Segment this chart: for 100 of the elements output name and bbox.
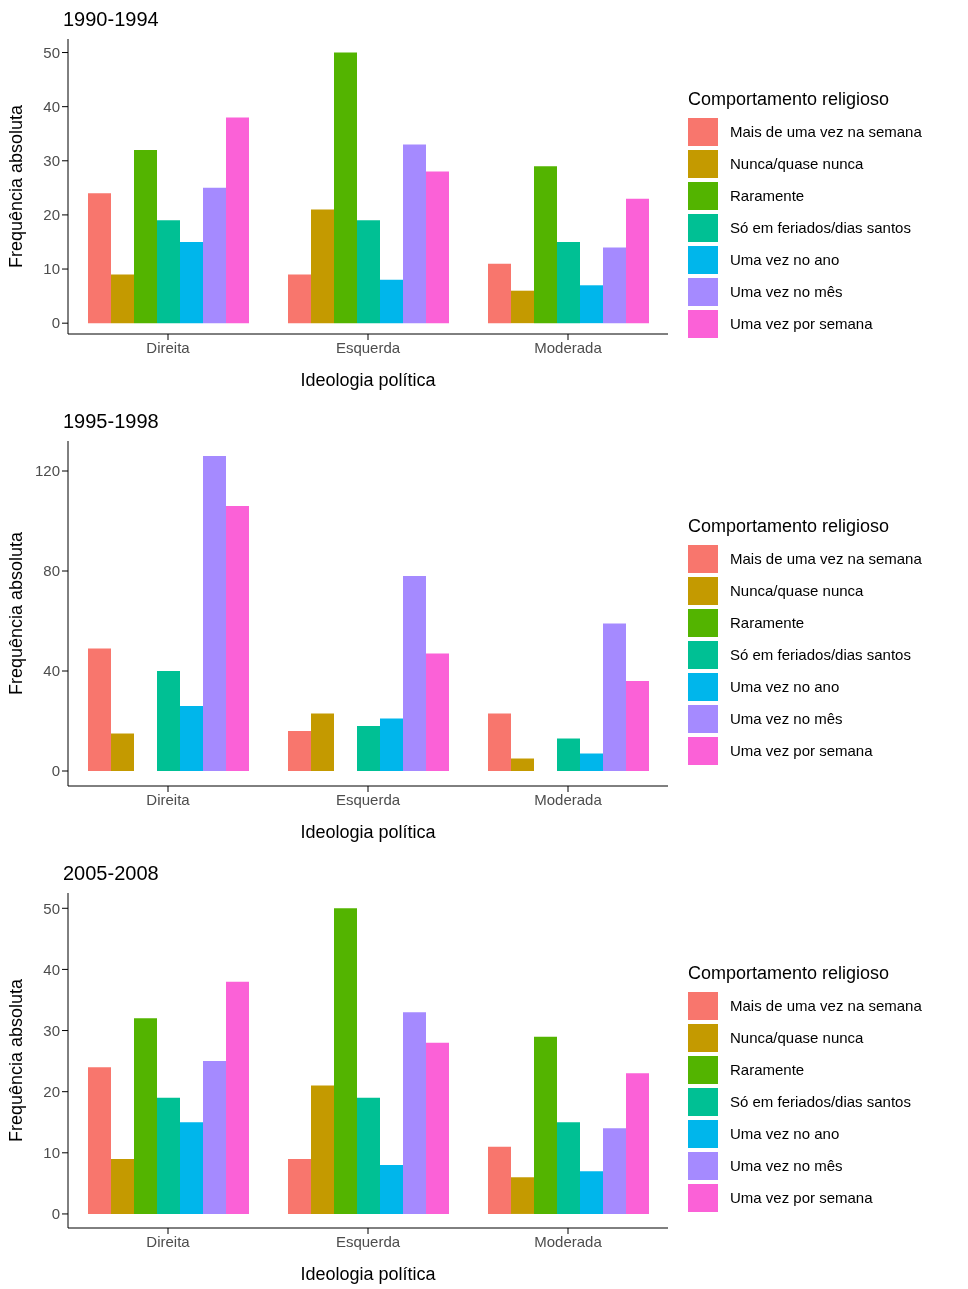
legend-label: Raramente (730, 187, 805, 204)
x-tick-label: Moderada (534, 1232, 603, 1250)
bar (111, 733, 134, 771)
bar (380, 279, 403, 324)
y-axis-title: Frequência absoluta (6, 530, 27, 696)
x-tick-label: Esquerda (335, 338, 401, 356)
bar (157, 1097, 180, 1214)
bar (626, 681, 649, 771)
bar (426, 1042, 449, 1214)
y-tick-label: 0 (51, 1205, 60, 1223)
bar (111, 1158, 134, 1214)
y-tick-label: 30 (43, 152, 60, 170)
y-tick-label: 40 (43, 97, 60, 115)
bar (357, 726, 380, 771)
bar (226, 117, 249, 324)
y-tick-label: 20 (43, 1083, 60, 1100)
bar (511, 758, 534, 771)
bar (334, 52, 357, 324)
bar (603, 623, 626, 771)
bar (226, 506, 249, 771)
bar (180, 241, 203, 324)
legend-title: Comportamento religioso (688, 515, 891, 537)
bar (288, 731, 311, 771)
x-tick-label: Esquerda (335, 1232, 401, 1250)
y-tick-label: 80 (43, 562, 60, 580)
bar (488, 713, 511, 771)
bar (557, 738, 580, 771)
chart-title: 1995-1998 (62, 410, 160, 434)
bar (380, 718, 403, 771)
chart-title: 1990-1994 (62, 8, 160, 32)
x-axis-title: Ideologia política (300, 822, 437, 842)
x-tick-label: Esquerda (335, 790, 401, 808)
legend-label: Nunca/quase nunca (730, 1029, 864, 1046)
bar (426, 171, 449, 324)
legend-label: Mais de uma vez na semana (730, 550, 922, 567)
bar (334, 908, 357, 1214)
bar (88, 648, 111, 771)
legend-label: Uma vez por semana (730, 1189, 873, 1206)
bar (226, 981, 249, 1214)
chart-title: 2005-2008 (62, 862, 160, 886)
legend-label: Só em feriados/dias santos (730, 1093, 911, 1110)
bar (534, 1036, 557, 1214)
y-tick-label: 50 (43, 43, 60, 61)
bar (580, 753, 603, 771)
y-tick-label: 50 (43, 899, 60, 917)
legend-label: Mais de uma vez na semana (730, 123, 922, 140)
legend-label: Só em feriados/dias santos (730, 219, 911, 236)
bar (288, 1158, 311, 1214)
x-tick-label: Moderada (534, 790, 603, 808)
legend-label: Uma vez no ano (730, 1125, 840, 1142)
x-tick-label: Direita (146, 790, 191, 808)
x-tick-label: Moderada (534, 338, 603, 356)
y-tick-label: 40 (43, 960, 60, 978)
bar (403, 1012, 426, 1214)
legend-label: Só em feriados/dias santos (730, 646, 911, 663)
bar (488, 263, 511, 324)
y-tick-label: 10 (43, 260, 60, 278)
legend-label: Uma vez por semana (730, 742, 873, 759)
bar (626, 198, 649, 324)
bar (511, 1177, 534, 1214)
legend-label: Uma vez no mês (730, 283, 843, 300)
bar (111, 274, 134, 324)
bar (580, 285, 603, 324)
bar (311, 1085, 334, 1214)
bar (580, 1171, 603, 1214)
bar (180, 1122, 203, 1214)
bar (203, 1061, 226, 1214)
x-tick-label: Direita (146, 338, 191, 356)
bar (380, 1165, 403, 1214)
bar (511, 290, 534, 324)
legend-label: Uma vez no mês (730, 1157, 843, 1174)
legend-label: Nunca/quase nunca (730, 582, 864, 599)
x-axis-title: Ideologia política (300, 370, 437, 390)
bar (203, 456, 226, 771)
bar (488, 1146, 511, 1214)
y-tick-label: 0 (51, 314, 60, 332)
legend-label: Uma vez no ano (730, 678, 840, 695)
bar (403, 144, 426, 324)
legend-label: Uma vez por semana (730, 315, 873, 332)
bar (180, 706, 203, 771)
y-axis-title: Frequência absoluta (6, 977, 27, 1143)
bar (288, 274, 311, 324)
bar (134, 149, 157, 324)
y-tick-label: 20 (43, 206, 60, 224)
legend-label: Raramente (730, 614, 805, 631)
bar (534, 166, 557, 324)
bar (357, 1097, 380, 1214)
legend-title: Comportamento religioso (688, 962, 891, 984)
legend-label: Mais de uma vez na semana (730, 997, 922, 1014)
y-axis-title: Frequência absoluta (6, 103, 27, 269)
bar (88, 1067, 111, 1214)
bar (311, 209, 334, 324)
bar (426, 653, 449, 771)
bar (626, 1073, 649, 1214)
legend-label: Nunca/quase nunca (730, 155, 864, 172)
bar (557, 241, 580, 324)
bar (311, 713, 334, 771)
bar (157, 220, 180, 324)
bar (603, 247, 626, 324)
legend-label: Uma vez no mês (730, 710, 843, 727)
